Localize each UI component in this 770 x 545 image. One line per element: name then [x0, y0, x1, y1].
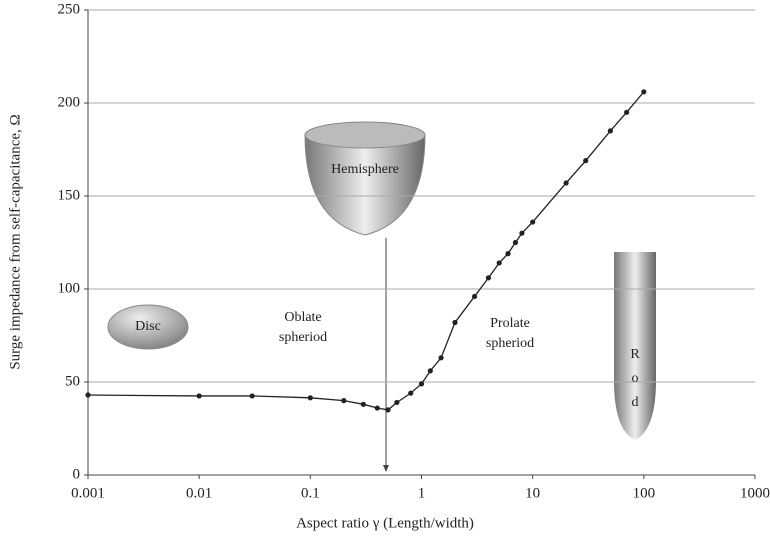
x-axis-title: Aspect ratio γ (Length/width): [296, 515, 474, 531]
data-point: [519, 230, 525, 236]
data-point: [583, 158, 589, 164]
x-tick-label: 100: [633, 485, 656, 501]
data-point: [563, 180, 569, 186]
data-point: [307, 395, 313, 401]
annotation: Disc: [135, 319, 161, 334]
data-point: [452, 319, 458, 326]
annotation: o: [632, 371, 639, 386]
illustrations: [107, 121, 656, 472]
annotation: spheriod: [486, 336, 534, 351]
data-point: [624, 109, 630, 115]
x-tick-label: 0.1: [301, 485, 320, 501]
data-point: [438, 355, 444, 361]
annotation: d: [632, 395, 639, 410]
y-tick-label: 150: [58, 187, 81, 203]
annotation: Prolate: [490, 316, 530, 331]
data-point: [496, 260, 502, 266]
x-tick-label: 1000: [740, 485, 770, 501]
y-tick-label: 100: [58, 280, 81, 296]
disc-shape: [107, 304, 189, 350]
x-tick-label: 1: [418, 485, 426, 501]
y-tick-label: 50: [65, 373, 80, 389]
data-point: [641, 89, 647, 95]
arrow-head: [383, 465, 389, 472]
data-point: [374, 405, 380, 411]
data-point: [505, 251, 511, 257]
data-point: [394, 399, 400, 406]
data-point: [249, 393, 255, 399]
data-point: [341, 398, 347, 404]
annotation: R: [630, 347, 640, 362]
x-tick-label: 10: [525, 485, 540, 501]
data-point: [512, 239, 519, 246]
y-tick-label: 0: [73, 466, 81, 482]
y-tick-label: 250: [58, 1, 81, 17]
annotation: Oblate: [284, 310, 321, 325]
x-tick-label: 0.001: [71, 485, 105, 501]
annotation: Hemisphere: [331, 162, 399, 177]
y-axis-title: Surge impedance from self-capacitance, Ω: [7, 114, 23, 369]
hemisphere-shape: [304, 134, 426, 236]
x-tick-label: 0.01: [186, 485, 212, 501]
data-point: [530, 219, 536, 225]
annotation: spheriod: [279, 330, 327, 345]
data-point: [607, 128, 613, 134]
series-line: [87, 91, 645, 411]
data-point: [471, 293, 478, 300]
data-point: [485, 275, 492, 281]
hemisphere-top: [304, 121, 426, 149]
data-point: [427, 368, 433, 374]
data-point: [85, 392, 91, 398]
data-point: [196, 393, 202, 399]
data-point: [385, 407, 391, 413]
rod-shape: [614, 252, 656, 440]
data-point: [418, 381, 425, 387]
y-tick-label: 200: [58, 94, 81, 110]
data-point: [408, 390, 414, 396]
data-point: [360, 401, 366, 407]
